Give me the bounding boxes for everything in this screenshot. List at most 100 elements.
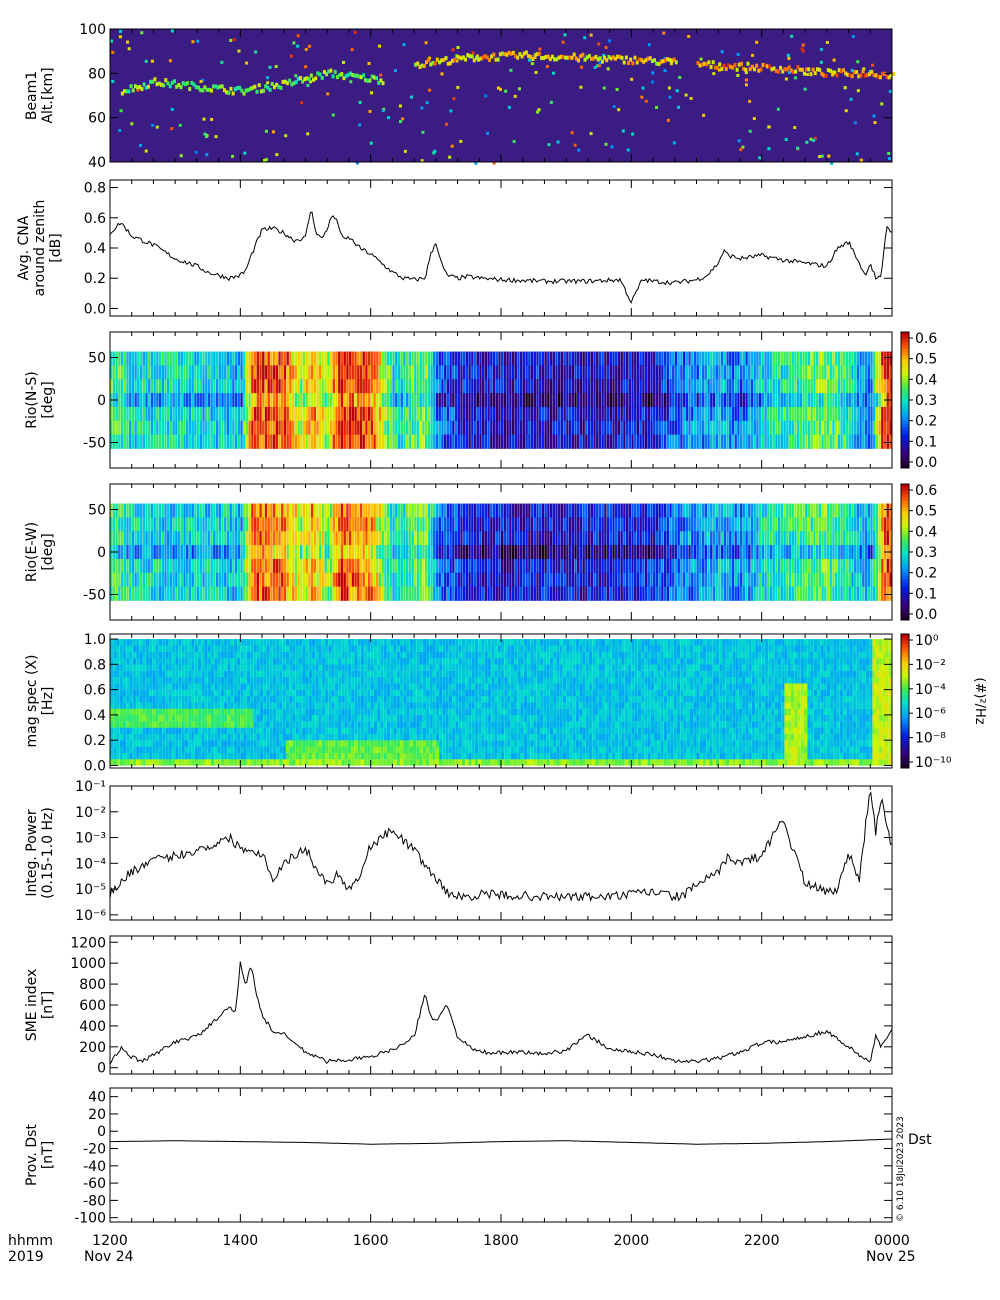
- echo-cell: [235, 86, 239, 91]
- rio-cell: [462, 517, 466, 532]
- rio-cell: [796, 379, 800, 394]
- noise-cell: [545, 65, 549, 69]
- rio-cell: [137, 420, 140, 436]
- rio-cell: [479, 586, 482, 601]
- echo-cell: [557, 55, 561, 60]
- rio-cell: [397, 365, 401, 380]
- rio-cell: [297, 406, 300, 422]
- rio-cell: [373, 586, 376, 601]
- rio-cell: [739, 558, 743, 574]
- rio-cell: [758, 545, 762, 560]
- noise-cell: [736, 73, 740, 77]
- rio-cell: [826, 365, 830, 380]
- colorbar-segment: [901, 403, 909, 408]
- rio-cell: [213, 379, 216, 394]
- rio-cell: [142, 365, 145, 380]
- rio-cell: [408, 393, 412, 408]
- rio-cell: [386, 531, 390, 546]
- rio-cell: [699, 434, 702, 449]
- rio-cell: [381, 434, 384, 449]
- rio-cell: [837, 517, 841, 532]
- rio-cell: [354, 572, 357, 588]
- rio-cell: [207, 434, 211, 449]
- rio-cell: [701, 558, 705, 574]
- rio-cell: [810, 365, 813, 380]
- echo-cell: [149, 79, 153, 84]
- rio-cell: [810, 558, 813, 574]
- rio-cell: [680, 572, 683, 588]
- rio-cell: [872, 572, 876, 588]
- rio-cell: [601, 434, 604, 449]
- rio-cell: [210, 572, 213, 588]
- echo-cell: [739, 61, 743, 66]
- rio-cell: [139, 434, 143, 449]
- rio-cell: [644, 406, 648, 422]
- rio-cell: [672, 379, 675, 394]
- rio-cell: [259, 406, 262, 422]
- rio-cell: [577, 379, 580, 394]
- rio-cell: [807, 572, 811, 588]
- rio-cell: [840, 393, 843, 408]
- rio-cell: [308, 503, 311, 518]
- rio-cell: [530, 365, 534, 380]
- rio-cell: [468, 558, 471, 574]
- rio-cell: [384, 420, 387, 436]
- rio-cell: [346, 393, 349, 408]
- rio-cell: [834, 586, 838, 601]
- rio-cell: [167, 545, 170, 560]
- rio-cell: [587, 365, 591, 380]
- rio-cell: [245, 503, 249, 518]
- rio-cell: [351, 503, 355, 518]
- echo-cell: [755, 63, 759, 68]
- rio-cell: [875, 351, 879, 366]
- rio-cell: [639, 503, 642, 518]
- rio-cell: [348, 420, 352, 436]
- rio-cell: [734, 420, 737, 436]
- echo-cell: [240, 88, 244, 93]
- rio-cell: [772, 586, 775, 601]
- rio-cell: [188, 434, 192, 449]
- rio-cell: [601, 517, 604, 532]
- echo-cell: [255, 89, 259, 94]
- rio-cell: [262, 434, 265, 449]
- noise-cell: [492, 161, 496, 165]
- rio-cell: [769, 503, 773, 518]
- rio-cell: [707, 503, 710, 518]
- rio-cell: [256, 406, 260, 422]
- rio-cell: [224, 393, 227, 408]
- rio-cell: [205, 517, 208, 532]
- noise-cell: [168, 59, 172, 63]
- rio-cell: [367, 545, 371, 560]
- rio-cell: [134, 517, 137, 532]
- rio-cell: [715, 503, 718, 518]
- echo-cell: [229, 86, 233, 91]
- rio-cell: [395, 393, 398, 408]
- rio-cell: [343, 393, 346, 408]
- rio-cell: [395, 586, 398, 601]
- rio-cell: [522, 517, 526, 532]
- noise-cell: [602, 86, 606, 90]
- noise-cell: [528, 58, 532, 62]
- rio-cell: [414, 558, 417, 574]
- rio-cell: [840, 420, 843, 436]
- rio-cell: [381, 572, 384, 588]
- echo-cell: [281, 79, 285, 84]
- rio-cell: [267, 393, 270, 408]
- rio-cell: [520, 351, 523, 366]
- rio-cell: [506, 434, 509, 449]
- rio-cell: [278, 420, 281, 436]
- rio-cell: [392, 406, 395, 422]
- rio-cell: [245, 545, 249, 560]
- rio-cell: [302, 545, 306, 560]
- rio-cell: [786, 531, 789, 546]
- rio-cell: [438, 517, 441, 532]
- rio-cell: [764, 393, 767, 408]
- rio-cell: [669, 517, 672, 532]
- rio-cell: [194, 586, 197, 601]
- rio-cell: [501, 545, 504, 560]
- rio-cell: [343, 586, 346, 601]
- rio-cell: [357, 586, 360, 601]
- colorbar-segment: [901, 349, 909, 353]
- rio-cell: [243, 503, 246, 518]
- rio-cell: [815, 531, 819, 546]
